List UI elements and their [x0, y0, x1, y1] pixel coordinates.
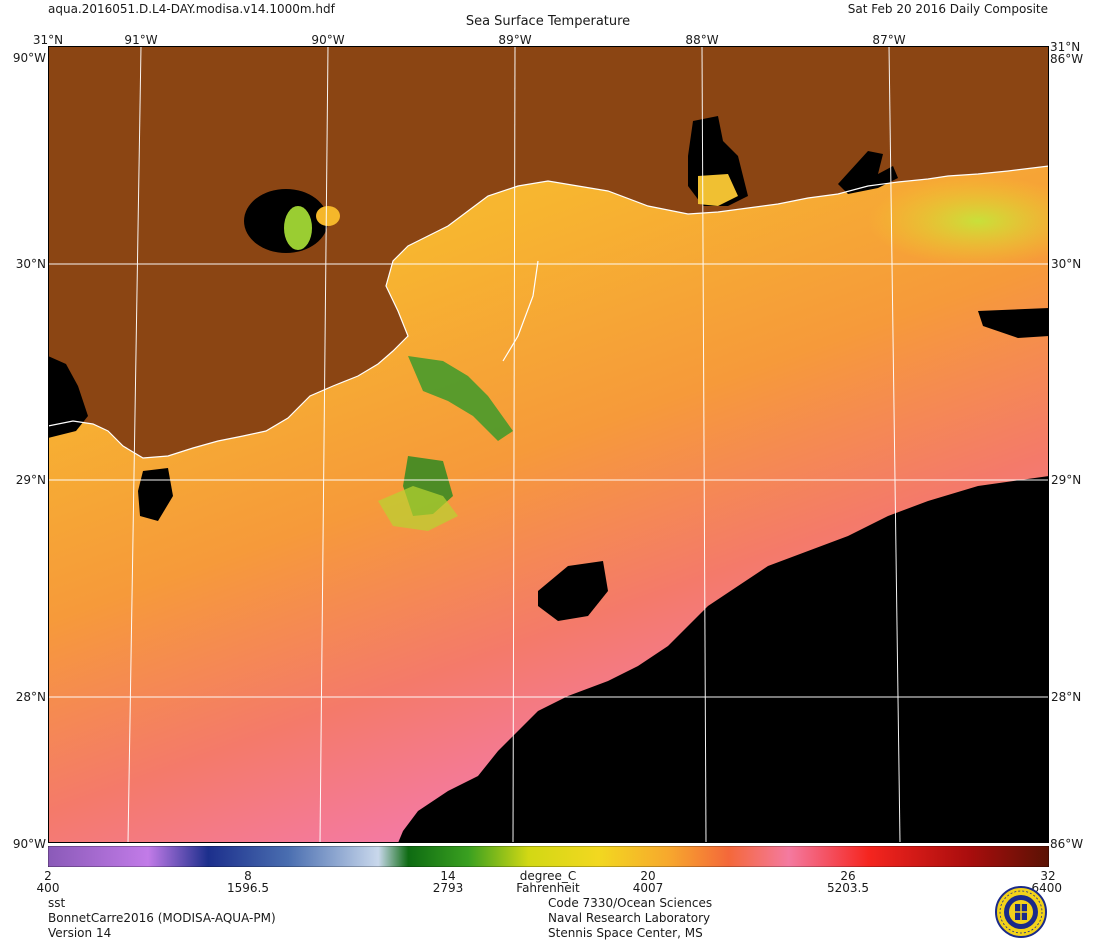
meridian-89w: [512, 46, 516, 843]
nrl-seal-icon: [995, 886, 1047, 938]
lon-label-90w: 90°W: [311, 33, 345, 47]
coastline: [48, 165, 1049, 459]
west-inlet-nodata: [138, 468, 173, 521]
lake-warm-patch: [316, 206, 340, 226]
lon-label-87w: 87°W: [872, 33, 906, 47]
color-ramp: [48, 846, 1049, 867]
cb-f-tick-0: 400: [36, 881, 60, 895]
meridian-91w: [127, 46, 142, 843]
meridian-87w: [888, 46, 901, 843]
lake-green-patch: [284, 206, 312, 250]
cb-celsius-tick-3: 20: [640, 869, 656, 883]
cb-f-tick-1: 1596.5: [227, 881, 269, 895]
corner-top-right: 86°W: [1050, 52, 1084, 66]
meridian-90w: [319, 46, 329, 843]
sst-map: [48, 46, 1049, 843]
lat-label-30n-right: 30°N: [1051, 257, 1082, 271]
corner-bottom-right: 86°W: [1050, 837, 1084, 851]
lat-label-29n-left: 29°N: [15, 473, 46, 487]
cb-unit-label: degree_C: [519, 869, 577, 883]
east-bay-dark: [838, 151, 898, 194]
cb-celsius-tick-5: 32: [1040, 869, 1056, 883]
cb-alt-unit-label: Fahrenheit: [516, 881, 580, 895]
east-shelf-nodata: [978, 308, 1049, 338]
barrier-island: [502, 260, 539, 362]
meridian-88w: [701, 46, 707, 843]
footer-location: Stennis Space Center, MS: [548, 926, 703, 940]
west-coast-nodata: [48, 356, 88, 438]
map-title: Sea Surface Temperature: [465, 14, 631, 29]
footer-org: Naval Research Laboratory: [548, 911, 711, 925]
deep-gulf-nodata: [398, 476, 1049, 843]
midgulf-nodata: [538, 561, 608, 621]
color-scale-bar: [48, 846, 1049, 867]
date-label: Sat Feb 20 2016 Daily Composite: [847, 2, 1048, 16]
file-name: aqua.2016051.D.L4-DAY.modisa.v14.1000m.h…: [48, 2, 335, 16]
graticule: [48, 46, 1049, 843]
map-border: [48, 46, 1049, 843]
lat-label-28n-left: 28°N: [15, 690, 46, 704]
cb-f-tick-4: 5203.5: [827, 881, 869, 895]
lat-label-28n-right: 28°N: [1051, 690, 1082, 704]
warm-yellow-patch: [868, 176, 1049, 266]
lon-label-88w: 88°W: [685, 33, 719, 47]
delta-plume: [408, 356, 513, 441]
footer-dataset: BonnetCarre2016 (MODISA-AQUA-PM): [48, 911, 276, 925]
top-lat-label-left: 31°N: [32, 33, 64, 47]
top-lat-label-right: 31°N: [1050, 40, 1081, 54]
cb-f-tick-2: 2793: [432, 881, 464, 895]
cb-celsius-tick-2: 14: [440, 869, 456, 883]
footer-product: sst: [48, 896, 66, 910]
cb-f-tick-5: 6400: [1031, 881, 1062, 895]
corner-top-left: 90°W: [12, 51, 46, 65]
bay-warm: [698, 174, 738, 206]
lat-label-29n-right: 29°N: [1051, 473, 1082, 487]
land-mass: [48, 46, 1049, 458]
footer-code: Code 7330/Ocean Sciences: [548, 896, 713, 910]
corner-bottom-left: 90°W: [12, 837, 46, 851]
cb-f-tick-3: 4007: [632, 881, 664, 895]
lon-label-89w: 89°W: [498, 33, 532, 47]
cb-celsius-tick-1: 8: [244, 869, 252, 883]
cb-celsius-tick-4: 26: [840, 869, 856, 883]
lat-label-30n-left: 30°N: [15, 257, 46, 271]
lon-label-91w: 91°W: [124, 33, 158, 47]
delta-plume-south-fade: [378, 486, 458, 531]
footer-version: Version 14: [48, 926, 112, 940]
cb-celsius-tick-0: 2: [44, 869, 52, 883]
